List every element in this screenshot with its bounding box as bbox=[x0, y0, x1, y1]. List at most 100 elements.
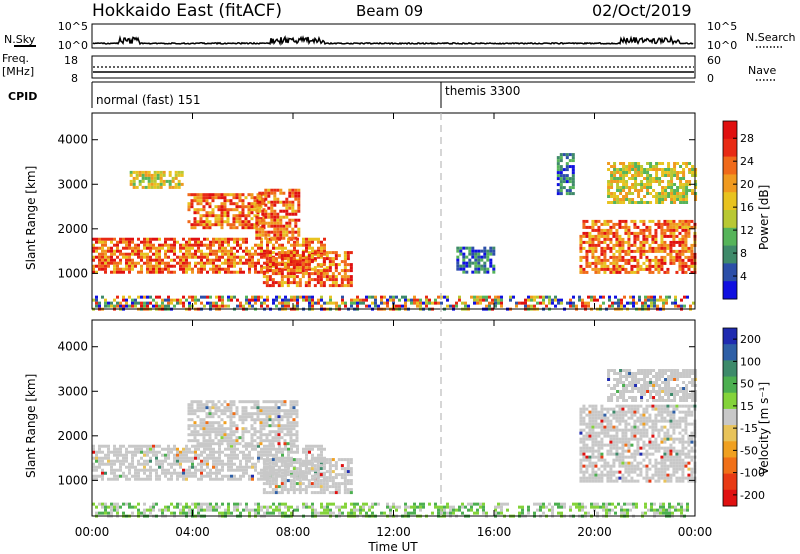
echo-cell bbox=[579, 407, 583, 411]
echo-cell bbox=[271, 257, 275, 261]
echo-cell bbox=[164, 240, 167, 244]
echo-cell bbox=[619, 177, 623, 180]
echo-cell bbox=[272, 444, 275, 448]
echo-cell bbox=[622, 201, 626, 204]
echo-cell bbox=[259, 217, 263, 221]
echo-cell bbox=[622, 198, 626, 201]
echo-cell bbox=[286, 421, 290, 425]
echo-cell bbox=[663, 452, 667, 456]
echo-cell bbox=[268, 439, 272, 443]
echo-cell bbox=[571, 171, 575, 175]
echo-cell bbox=[206, 255, 209, 259]
echo-cell bbox=[295, 281, 299, 285]
echo-cell bbox=[278, 252, 281, 256]
echo-cell bbox=[137, 270, 140, 274]
echo-cell bbox=[200, 267, 203, 271]
echo-cell bbox=[211, 199, 215, 203]
echo-cell bbox=[654, 240, 658, 244]
echo-cell bbox=[146, 261, 149, 265]
echo-cell bbox=[260, 243, 263, 247]
echo-cell bbox=[284, 465, 287, 469]
echo-cell bbox=[150, 179, 154, 183]
echo-cell bbox=[217, 205, 221, 209]
echo-cell bbox=[634, 183, 638, 186]
echo-cell bbox=[644, 298, 647, 302]
echo-cell bbox=[642, 413, 646, 417]
echo-cell bbox=[666, 222, 670, 226]
echo-cell bbox=[588, 455, 592, 459]
echo-cell bbox=[205, 424, 209, 428]
echo-cell bbox=[110, 301, 113, 305]
echo-cell bbox=[556, 174, 560, 178]
echo-cell bbox=[134, 477, 137, 481]
echo-cell bbox=[615, 446, 619, 450]
echo-cell bbox=[251, 261, 254, 265]
echo-cell bbox=[263, 301, 266, 305]
echo-cell bbox=[307, 461, 311, 465]
echo-cell bbox=[332, 301, 335, 305]
echo-cell bbox=[642, 419, 646, 423]
echo-cell bbox=[600, 473, 604, 477]
echo-cell bbox=[477, 261, 481, 265]
echo-cell bbox=[648, 425, 652, 429]
echo-cell bbox=[568, 192, 572, 196]
echo-cell bbox=[594, 404, 598, 408]
echo-cell bbox=[167, 447, 170, 451]
echo-cell bbox=[292, 272, 296, 276]
echo-cell bbox=[292, 461, 296, 465]
echo-cell bbox=[185, 453, 188, 457]
echo-cell bbox=[266, 246, 269, 250]
echo-cell bbox=[591, 440, 595, 444]
echo-cell bbox=[633, 428, 637, 432]
echo-cell bbox=[191, 246, 194, 250]
echo-cell bbox=[651, 452, 655, 456]
echo-cell bbox=[132, 176, 136, 180]
echo-cell bbox=[170, 249, 173, 253]
echo-cell bbox=[636, 261, 640, 265]
echo-cell bbox=[298, 278, 302, 282]
echo-cell bbox=[260, 304, 263, 308]
echo-cell bbox=[622, 375, 626, 378]
echo-cell bbox=[656, 298, 659, 302]
echo-cell bbox=[220, 439, 224, 443]
echo-cell bbox=[265, 412, 269, 416]
echo-cell bbox=[621, 267, 625, 271]
echo-cell bbox=[217, 220, 221, 224]
echo-cell bbox=[600, 446, 604, 450]
echo-cell bbox=[98, 456, 101, 460]
echo-cell bbox=[310, 458, 314, 462]
echo-cell bbox=[579, 449, 583, 453]
echo-cell bbox=[621, 243, 625, 247]
echo-cell bbox=[565, 156, 569, 160]
echo-cell bbox=[579, 237, 583, 241]
echo-cell bbox=[182, 468, 185, 472]
echo-cell bbox=[212, 270, 215, 274]
echo-cell bbox=[230, 246, 233, 250]
echo-cell bbox=[221, 261, 224, 265]
echo-cell bbox=[245, 258, 248, 262]
echo-cell bbox=[278, 295, 281, 299]
echo-cell bbox=[215, 450, 218, 454]
echo-cell bbox=[176, 462, 179, 466]
echo-cell bbox=[628, 168, 632, 171]
echo-cell bbox=[542, 298, 545, 302]
echo-cell bbox=[161, 246, 164, 250]
echo-cell bbox=[245, 261, 248, 265]
echo-cell bbox=[232, 214, 236, 218]
echo-cell bbox=[295, 254, 299, 258]
echo-cell bbox=[419, 301, 422, 305]
echo-cell bbox=[383, 301, 386, 305]
echo-cell bbox=[588, 243, 592, 247]
echo-cell bbox=[95, 465, 98, 469]
echo-cell bbox=[618, 237, 622, 241]
echo-cell bbox=[131, 252, 134, 256]
echo-cell bbox=[167, 270, 170, 274]
echo-cell bbox=[313, 458, 317, 462]
echo-cell bbox=[524, 301, 527, 305]
echo-cell bbox=[314, 444, 317, 448]
echo-cell bbox=[630, 467, 634, 471]
echo-cell bbox=[274, 263, 278, 267]
echo-cell bbox=[150, 185, 154, 189]
echo-cell bbox=[669, 419, 673, 423]
echo-cell bbox=[283, 442, 287, 446]
